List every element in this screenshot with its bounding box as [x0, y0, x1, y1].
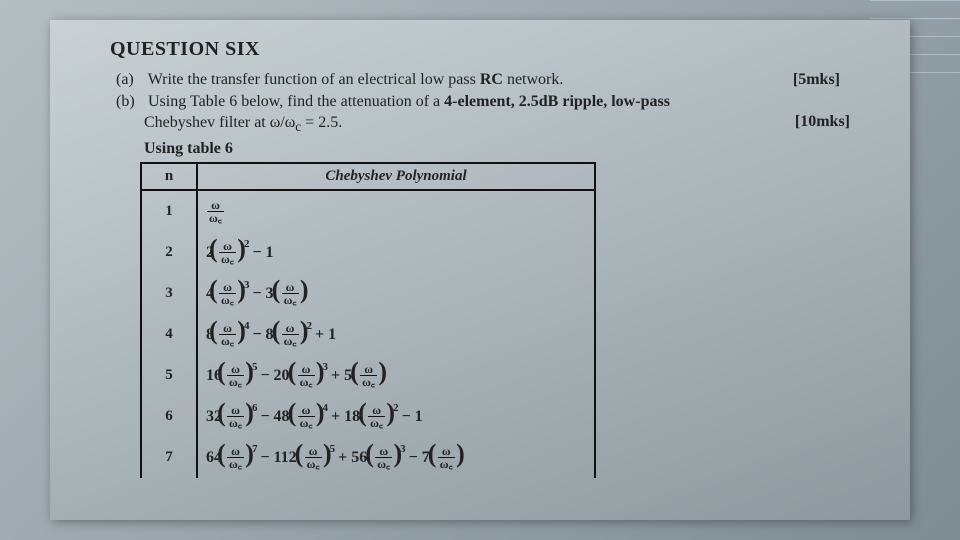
table-row: 764ωω꜀7− 112ωω꜀5+ 56ωω꜀3− 7ωω꜀: [141, 437, 595, 478]
table-row: 516ωω꜀5− 20ωω꜀3+ 5ωω꜀: [141, 355, 595, 396]
n-cell: 3: [141, 273, 197, 314]
poly-cell: 8ωω꜀4− 8ωω꜀2 + 1: [197, 314, 595, 355]
n-cell: 5: [141, 355, 197, 396]
table-row: 34ωω꜀3− 3ωω꜀: [141, 273, 595, 314]
poly-cell: 4ωω꜀3− 3ωω꜀: [197, 273, 595, 314]
table-row: 22ωω꜀2 − 1: [141, 232, 595, 273]
part-b-text1: Using Table 6 below, find the attenuatio…: [148, 93, 444, 110]
part-a-rc: RC: [480, 71, 503, 88]
n-cell: 6: [141, 396, 197, 437]
chebyshev-table-wrap: n Chebyshev Polynomial 1ωω꜀22ωω꜀2 − 134ω…: [140, 162, 620, 478]
table-row: 632ωω꜀6− 48ωω꜀4+ 18ωω꜀2 − 1: [141, 396, 595, 437]
part-a-text2: network.: [507, 71, 563, 88]
n-cell: 7: [141, 437, 197, 478]
part-b-enum: (b): [116, 91, 144, 113]
poly-cell: 64ωω꜀7− 112ωω꜀5+ 56ωω꜀3− 7ωω꜀: [197, 437, 595, 478]
exam-page: QUESTION SIX (a) Write the transfer func…: [50, 20, 910, 520]
n-cell: 1: [141, 190, 197, 232]
part-b-eq: = 2.5.: [301, 114, 342, 131]
question-title: QUESTION SIX: [110, 38, 880, 61]
n-cell: 2: [141, 232, 197, 273]
table-row: 48ωω꜀4− 8ωω꜀2 + 1: [141, 314, 595, 355]
chebyshev-table: n Chebyshev Polynomial 1ωω꜀22ωω꜀2 − 134ω…: [140, 162, 596, 478]
part-a-enum: (a): [116, 69, 144, 91]
col-n-header: n: [141, 163, 197, 190]
table-row: 1ωω꜀: [141, 190, 595, 232]
part-b-line2: Chebyshev filter at ω/ωc = 2.5.: [144, 112, 880, 136]
part-b-line1: (b) Using Table 6 below, find the attenu…: [116, 91, 880, 113]
poly-cell: 2ωω꜀2 − 1: [197, 232, 595, 273]
poly-cell: 32ωω꜀6− 48ωω꜀4+ 18ωω꜀2 − 1: [197, 396, 595, 437]
part-a-text: Write the transfer function of an electr…: [148, 71, 480, 88]
n-cell: 4: [141, 314, 197, 355]
poly-cell: ωω꜀: [197, 190, 595, 232]
part-a-marks: [5mks]: [793, 69, 840, 91]
part-b-bold1: 4-element, 2.5dB ripple, low-pass: [444, 93, 670, 110]
poly-cell: 16ωω꜀5− 20ωω꜀3+ 5ωω꜀: [197, 355, 595, 396]
using-table-label: Using table 6: [144, 140, 880, 158]
part-b-text2: Chebyshev filter at ω/ω: [144, 114, 295, 131]
part-a-line: (a) Write the transfer function of an el…: [116, 69, 880, 91]
col-poly-header: Chebyshev Polynomial: [197, 163, 595, 190]
